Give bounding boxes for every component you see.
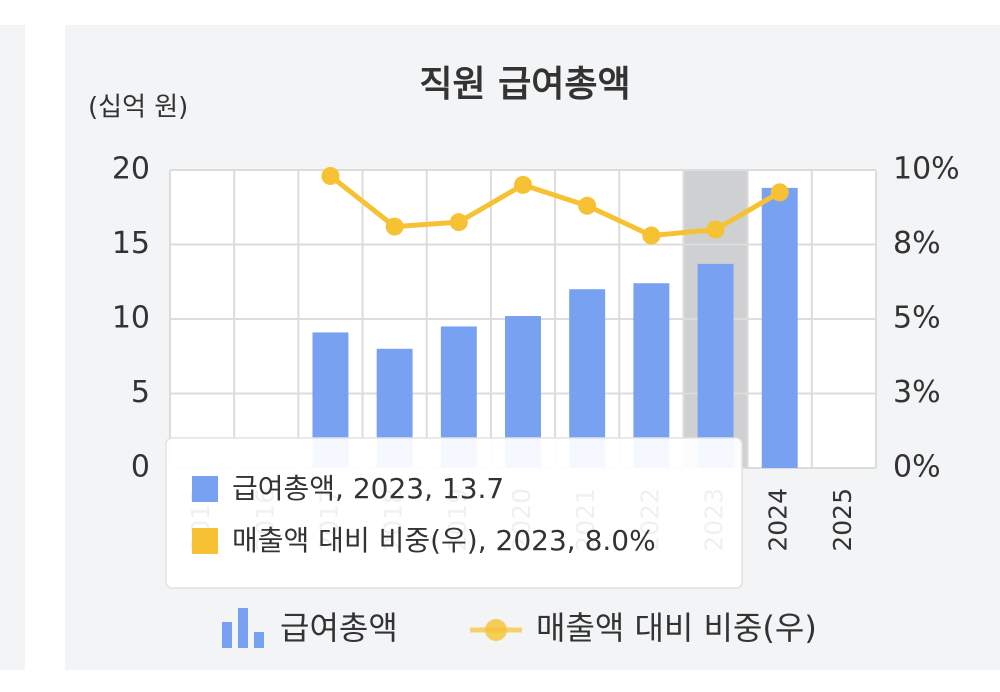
y2-tick-label: 10%: [893, 152, 960, 187]
legend-icon-bar: [254, 632, 264, 648]
y2-tick-label: 5%: [893, 301, 941, 336]
tooltip-text: 급여총액, 2023, 13.7: [232, 472, 504, 505]
y2-tick-label: 0%: [893, 450, 941, 485]
chart-title: 직원 급여총액: [419, 64, 630, 105]
tooltip-swatch: [192, 476, 218, 502]
line-marker: [514, 175, 532, 194]
tooltip-box: [165, 437, 743, 589]
y2-tick-label: 8%: [893, 226, 941, 261]
tooltip-text: 매출액 대비 비중(우), 2023, 8.0%: [232, 524, 656, 557]
x-tick-label: 2024: [764, 488, 793, 552]
y-tick-label: 10: [112, 301, 150, 336]
line-marker: [321, 166, 340, 185]
y-axis-label: (십억 원): [88, 93, 188, 123]
side-panel: [0, 25, 25, 670]
line: [328, 173, 781, 239]
line-marker: [578, 196, 597, 215]
line-marker: [770, 183, 789, 202]
legend-label: 매출액 대비 비중(우): [536, 609, 817, 647]
legend-icon-bar: [238, 608, 248, 648]
line-marker: [706, 220, 725, 239]
legend-icon-bar: [222, 622, 232, 648]
y-tick-label: 5: [131, 375, 150, 410]
legend-label: 급여총액: [280, 609, 398, 647]
legend-icon-marker: [485, 619, 507, 641]
line-marker: [642, 226, 661, 245]
tooltip-swatch: [192, 528, 218, 554]
y-tick-label: 0: [131, 450, 150, 485]
y-tick-label: 15: [112, 226, 150, 261]
x-tick-label: 2025: [828, 488, 857, 552]
y2-tick-label: 3%: [893, 375, 941, 410]
bar: [633, 283, 670, 468]
y-tick-label: 20: [112, 152, 150, 187]
line-marker: [385, 217, 404, 236]
bar: [697, 263, 734, 468]
bar: [761, 187, 798, 468]
line-marker: [449, 213, 468, 232]
